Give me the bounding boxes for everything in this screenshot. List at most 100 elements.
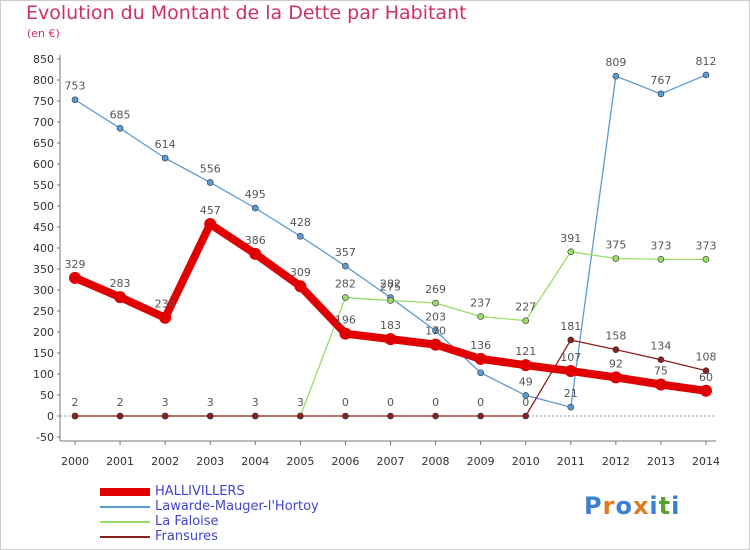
data-point (700, 384, 712, 397)
data-label: 0 (432, 396, 439, 409)
data-point (339, 327, 352, 340)
data-point (387, 412, 394, 420)
data-label: 269 (425, 283, 446, 296)
data-point (342, 262, 349, 270)
data-point (116, 125, 124, 132)
data-point (477, 369, 484, 377)
data-point (702, 71, 710, 79)
data-point (116, 412, 124, 420)
x-tick-label: 2007 (377, 455, 405, 468)
logo-letter: x (632, 492, 650, 520)
y-tick-label: 600 (33, 158, 54, 171)
data-label: 329 (65, 258, 86, 271)
data-point (432, 299, 439, 307)
legend-label: Fransures (155, 529, 218, 544)
data-label: 60 (699, 371, 713, 384)
logo-letter: i (671, 492, 681, 520)
data-point (71, 412, 79, 420)
legend-label: La Faloise (155, 514, 219, 529)
data-point (432, 412, 439, 420)
chart-title: Evolution du Montant de la Dette par Hab… (26, 2, 467, 24)
data-point (384, 333, 397, 346)
data-point (474, 352, 487, 365)
data-label: 457 (200, 204, 221, 217)
data-label: 107 (560, 351, 581, 364)
data-point (297, 412, 304, 420)
data-label: 283 (110, 277, 131, 290)
data-label: 234 (155, 298, 176, 311)
data-point (567, 248, 575, 256)
data-label: 0 (522, 396, 529, 409)
x-tick-label: 2011 (557, 455, 585, 468)
data-label: 282 (335, 278, 356, 291)
legend-swatch (100, 506, 150, 508)
data-point (206, 179, 214, 186)
y-tick-label: 650 (33, 137, 54, 150)
data-label: 282 (380, 278, 401, 291)
x-tick-label: 2010 (512, 455, 540, 468)
data-label: 809 (605, 56, 626, 69)
data-point (522, 392, 530, 399)
proxiti-logo: Proxiti (584, 492, 680, 520)
data-point (657, 256, 665, 263)
data-point (657, 356, 665, 364)
data-label: 309 (290, 266, 311, 279)
legend-swatch (100, 488, 150, 496)
data-label: 767 (650, 74, 671, 87)
data-label: 92 (609, 357, 623, 370)
data-label: 170 (425, 325, 446, 338)
data-label: 275 (380, 281, 401, 294)
legend-swatch (100, 521, 150, 523)
data-label: 227 (515, 301, 536, 314)
data-point (702, 367, 710, 374)
data-label: 357 (335, 246, 356, 259)
data-point (567, 336, 575, 344)
data-label: 386 (245, 234, 266, 247)
logo-letter: i (649, 492, 659, 520)
data-label: 556 (200, 162, 221, 175)
x-axis-ticks: 2000 2001 2002 2003 2004 2005 2006 2007 2008 2009… (61, 441, 720, 468)
data-point (612, 346, 620, 353)
y-tick-label: 300 (33, 284, 54, 297)
x-tick-label: 2002 (151, 455, 179, 468)
data-point (609, 371, 622, 384)
data-label: 183 (380, 319, 401, 332)
series-lines (69, 71, 712, 420)
data-point (342, 412, 349, 420)
data-label: 158 (605, 330, 626, 343)
data-point (71, 96, 79, 104)
logo-letter: r (602, 492, 616, 520)
data-point (429, 338, 442, 351)
legend-label: Lawarde-Mauger-l'Hortoy (155, 499, 319, 514)
y-tick-label: 750 (33, 95, 54, 108)
data-label: 614 (155, 138, 176, 151)
data-label: 391 (560, 232, 581, 245)
x-tick-label: 2012 (602, 455, 630, 468)
y-tick-label: 550 (33, 179, 54, 192)
data-label: 136 (470, 339, 491, 352)
data-point (567, 403, 575, 411)
y-axis-ticks: -50 0 50 100 150 200 250 300 350 400 450 500 550 600 6… (33, 53, 60, 444)
data-label: 0 (477, 396, 484, 409)
x-tick-label: 2014 (692, 455, 720, 468)
data-label: 3 (252, 396, 259, 409)
x-tick-label: 2004 (241, 455, 269, 468)
logo-letter: o (615, 492, 633, 520)
data-point (161, 154, 169, 162)
y-tick-label: 850 (33, 53, 54, 66)
data-point (612, 255, 620, 262)
data-point (387, 297, 394, 304)
x-tick-label: 2003 (196, 455, 224, 468)
data-labels: 329 283 234 457 386 309 196 183 170 136 121 107 92 75… (65, 55, 717, 409)
data-label: 0 (387, 396, 394, 409)
data-label: 428 (290, 216, 311, 229)
y-tick-label: 800 (33, 74, 54, 87)
data-point (612, 72, 620, 80)
y-tick-label: 700 (33, 116, 54, 129)
y-tick-label: 50 (40, 389, 54, 402)
data-label: 75 (654, 365, 668, 378)
y-tick-label: 350 (33, 263, 54, 276)
data-point (654, 378, 667, 391)
data-label: 21 (564, 387, 578, 400)
